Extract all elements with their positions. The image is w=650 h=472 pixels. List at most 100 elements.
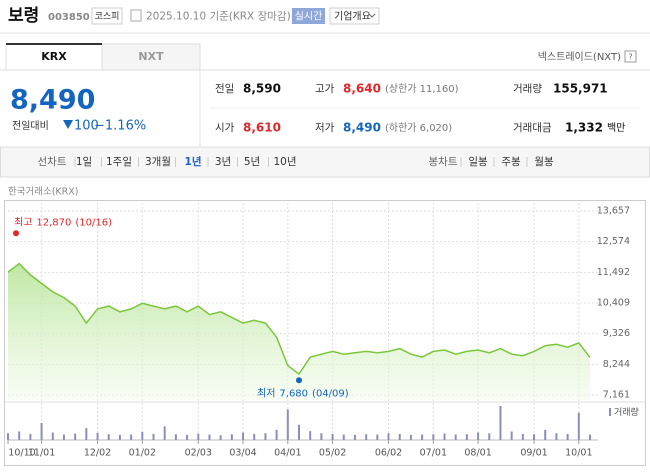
volume-bar: [342, 434, 345, 440]
period[interactable]: 1일: [76, 155, 92, 168]
nextrade: 넥스트레이드(NXT): [538, 51, 621, 63]
y-tick-label: 11,492: [597, 267, 630, 278]
stat-value: 1,332: [565, 121, 603, 135]
volume-bar: [510, 431, 513, 440]
period[interactable]: 주봉: [501, 156, 521, 168]
period[interactable]: 일봉: [468, 155, 488, 168]
volume-bar: [544, 429, 547, 440]
volume-bar: [499, 406, 502, 440]
volume-bar: [533, 434, 536, 440]
volume-bar: [18, 431, 21, 440]
x-tick-label: 12/02: [84, 448, 111, 459]
x-tick-label: 07/01: [420, 448, 447, 459]
extreme-label: 최저: [257, 387, 275, 399]
tab-krx[interactable]: KRX: [41, 50, 67, 63]
volume-bar: [309, 431, 312, 440]
x-tick-label: 01/02: [129, 448, 156, 459]
company-info-button[interactable]: [329, 7, 380, 25]
volume-bar: [242, 432, 245, 440]
period[interactable]: 3개월: [145, 156, 171, 168]
help[interactable]: ?: [628, 53, 632, 62]
volume-bar: [51, 432, 54, 440]
volume-bar: [320, 433, 323, 440]
change-label: 전일대비: [12, 120, 49, 132]
volume-bar: [118, 434, 121, 440]
volume-legend: 거래량: [614, 406, 639, 418]
extreme-value: 12,870: [36, 217, 71, 228]
volume-bar: [174, 434, 177, 440]
stat-note: (하한가 6,020): [385, 121, 452, 134]
volume-bar: [130, 434, 133, 440]
volume-bar: [353, 434, 356, 440]
change: 100: [74, 119, 99, 134]
stat-value: 8,610: [243, 121, 281, 135]
period[interactable]: 1년: [185, 155, 202, 168]
change-rate: −1.16%: [94, 119, 146, 134]
volume-bar: [286, 409, 289, 440]
y-tick-label: 10,409: [597, 298, 630, 309]
extreme-dot: [13, 230, 19, 237]
realtime-badge[interactable]: [292, 8, 325, 24]
volume-bar: [208, 434, 211, 440]
volume-bar: [152, 433, 155, 440]
y-tick-label: 9,326: [603, 328, 630, 339]
y-tick-label: 12,574: [597, 236, 630, 247]
volume-bar: [7, 433, 9, 440]
stat-label: 시가: [215, 122, 235, 134]
y-tick-label: 7,161: [603, 390, 630, 401]
x-tick-label: 02/03: [185, 448, 212, 459]
stat-label: 거래량: [513, 83, 542, 95]
volume-bar: [197, 433, 200, 440]
volume-bar: [488, 433, 491, 440]
volume-bar: [85, 428, 88, 440]
chart-frame: [4, 200, 646, 466]
x-tick-label: 10/01: [565, 448, 592, 459]
volume-bar: [29, 433, 32, 440]
extreme-value: 7,680: [279, 388, 308, 399]
volume-bar: [62, 434, 65, 440]
stat-label: 전일: [215, 82, 234, 95]
stat-value: 8,590: [243, 82, 281, 96]
period[interactable]: 1주일: [106, 155, 132, 168]
current-price: 8,490: [10, 85, 95, 116]
company-info[interactable]: 기업개요: [334, 10, 371, 23]
stat-label: 고가: [315, 83, 335, 95]
realtime[interactable]: 실시간: [295, 11, 323, 23]
y-tick-label: 13,657: [597, 206, 630, 217]
tab-nxt[interactable]: NXT: [138, 50, 164, 63]
volume-bar: [387, 433, 390, 440]
volume-bar: [376, 434, 379, 440]
x-tick-label: 04/01: [274, 448, 301, 459]
volume-legend-swatch: [609, 408, 611, 416]
period[interactable]: 5년: [244, 156, 260, 168]
volume-bar: [477, 432, 480, 440]
volume-bar: [253, 433, 256, 440]
volume-bar: [141, 431, 144, 440]
down-arrow: [63, 120, 73, 129]
x-tick-label: 03/04: [229, 448, 256, 459]
x-tick-label: 10/10: [8, 448, 35, 459]
volume-bar: [398, 433, 401, 440]
volume-bar: [219, 435, 222, 440]
period[interactable]: 월봉: [534, 156, 554, 168]
volume-bar: [331, 433, 334, 440]
date: 2025.10.10 기준(KRX 장마감): [146, 11, 291, 23]
volume-bar: [409, 434, 412, 440]
volume-bar: [275, 429, 278, 440]
volume-bar: [443, 433, 446, 440]
tab-active-bar: [6, 43, 102, 45]
volume-bar: [454, 434, 457, 440]
period[interactable]: 3년: [215, 156, 231, 168]
x-tick-label: 11/01: [28, 448, 55, 459]
x-tick-label: 06/02: [375, 448, 402, 459]
volume-bar: [365, 434, 368, 440]
help-box[interactable]: [624, 50, 637, 63]
volume-bar: [186, 434, 189, 440]
volume-bar: [163, 426, 166, 440]
volume-bar: [555, 433, 558, 440]
market-badge: [91, 7, 123, 25]
stat-value: 155,971: [553, 82, 608, 96]
volume-bar: [230, 434, 233, 440]
period[interactable]: 10년: [273, 156, 296, 168]
